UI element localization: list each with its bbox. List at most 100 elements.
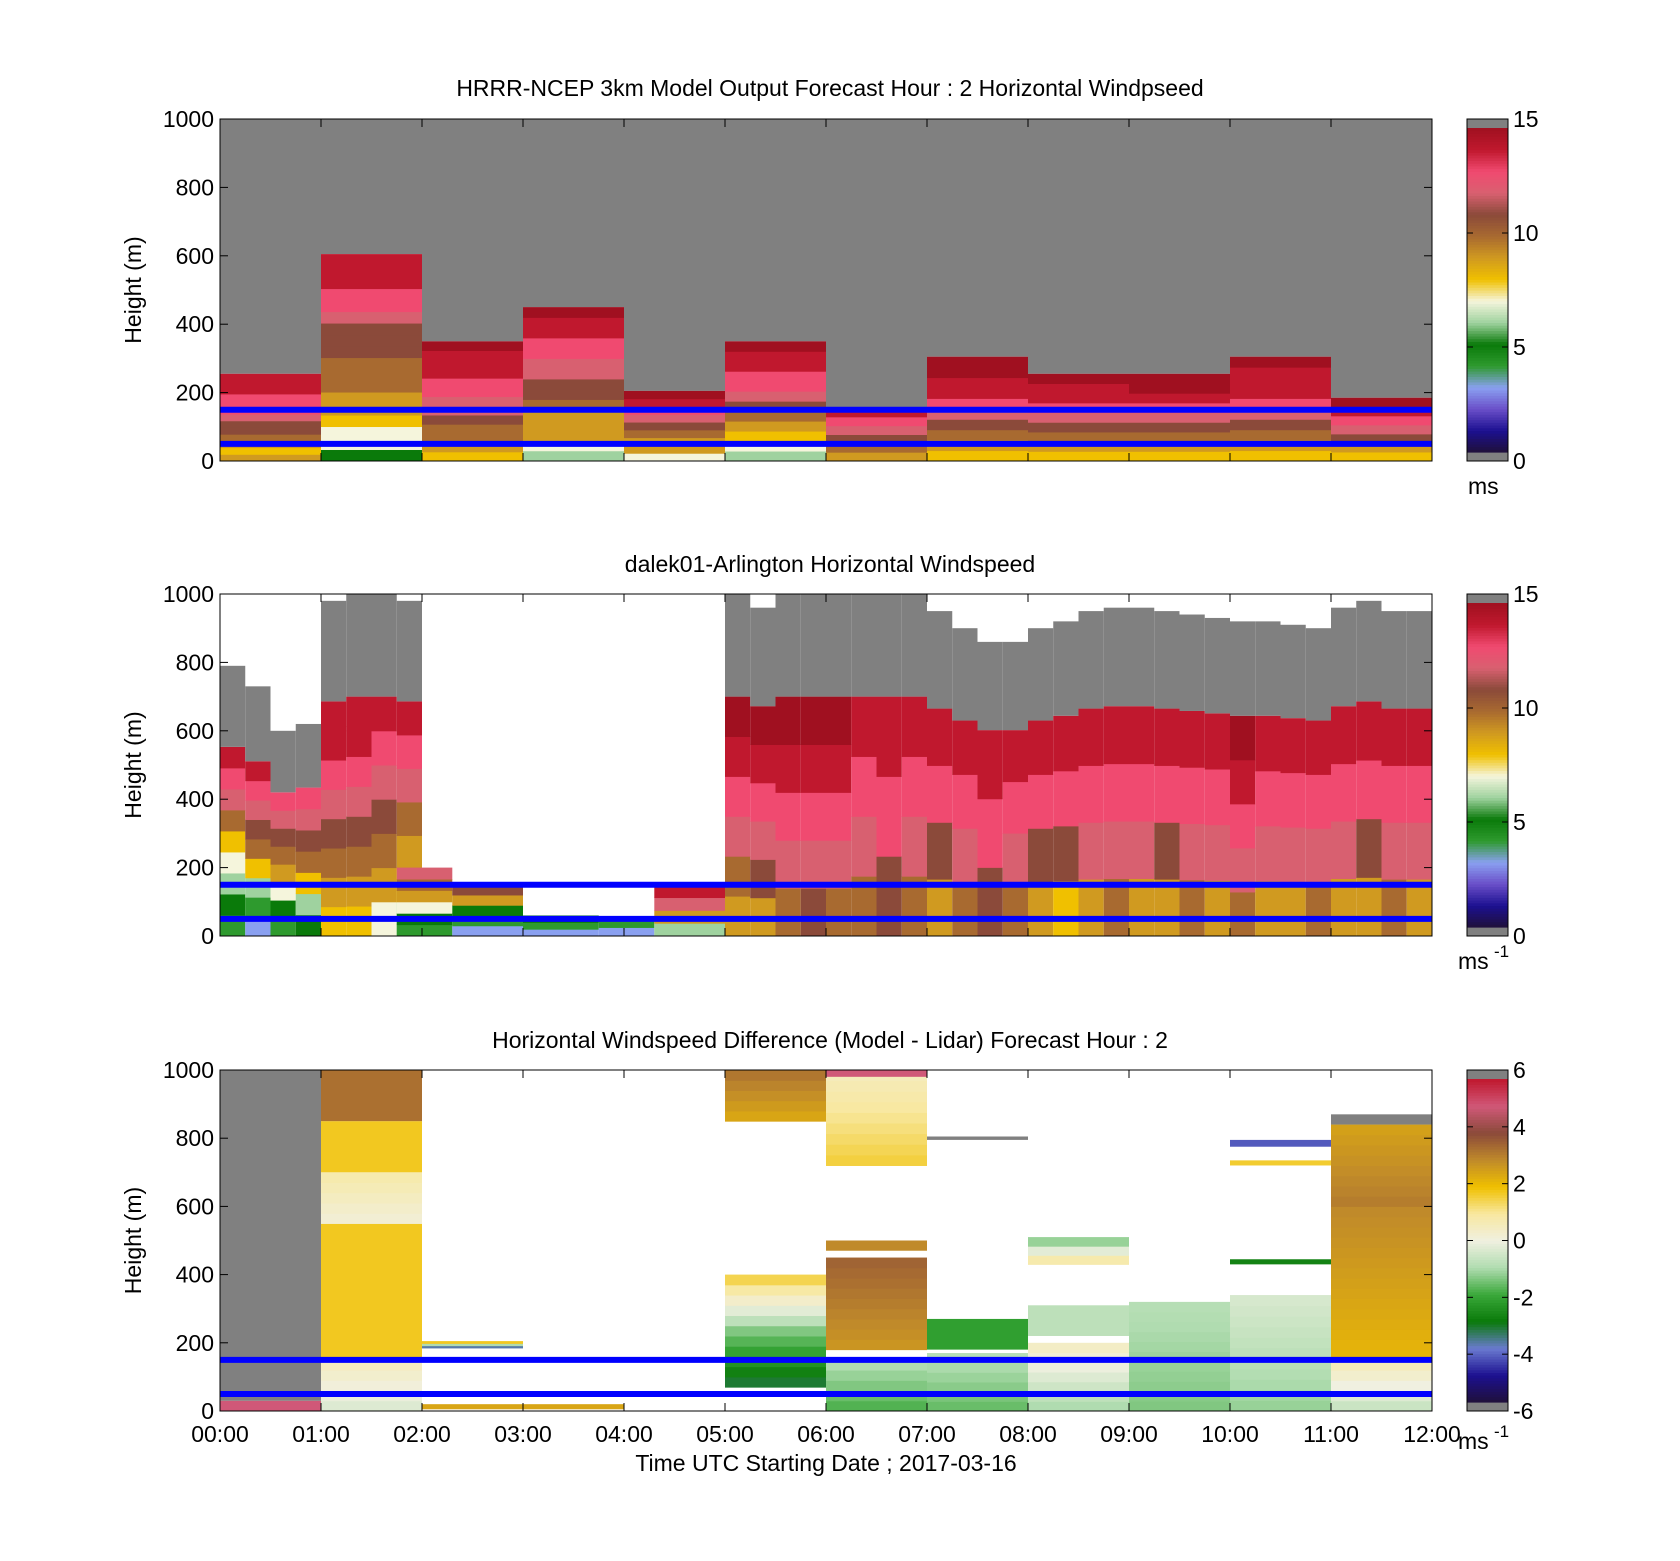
colorbar-segment [1467, 1326, 1508, 1330]
colorbar-segment [1467, 446, 1508, 450]
colorbar-segment [1467, 219, 1508, 224]
colorbar-segment [1467, 775, 1508, 780]
heatmap-cell [826, 416, 927, 427]
colorbar-segment [1467, 346, 1508, 350]
colorbar-segment [1467, 1202, 1508, 1207]
heatmap-cell [725, 411, 826, 422]
heatmap-cell [800, 696, 826, 745]
colorbar-tick-label: -4 [1513, 1341, 1534, 1367]
heatmap-cell [1230, 419, 1331, 431]
colorbar-segment [1467, 217, 1508, 221]
heatmap-cell [1255, 770, 1281, 827]
heatmap-cell [321, 300, 422, 313]
heatmap-cell [1129, 373, 1230, 384]
colorbar-segment [1467, 1097, 1508, 1102]
heatmap-cell [523, 307, 624, 318]
colorbar-segment [1467, 1275, 1508, 1279]
heatmap-cell [725, 371, 826, 382]
colorbar: 0 5 10 15 ms -1 [1458, 581, 1539, 974]
colorbar-segment [1467, 308, 1508, 313]
heatmap-cell [1331, 763, 1357, 822]
heatmap-cell [725, 1366, 826, 1378]
heatmap-cell [1129, 1371, 1230, 1382]
colorbar-segment [1467, 684, 1508, 688]
colorbar-segment [1467, 249, 1508, 253]
heatmap-cell [1255, 825, 1281, 882]
heatmap-cell [826, 1370, 927, 1381]
colorbar-segment [1467, 403, 1508, 407]
colorbar-segment [1467, 187, 1508, 191]
colorbar-segment [1467, 1081, 1508, 1085]
heatmap-cell [1028, 393, 1129, 404]
heatmap-cell [321, 848, 347, 878]
colorbar-segment [1467, 155, 1508, 159]
colorbar-segment [1467, 335, 1508, 340]
heatmap-cell [396, 768, 422, 803]
colorbar-segment [1467, 1159, 1508, 1164]
heatmap-cell-missing [1129, 607, 1155, 707]
colorbar-segment [1467, 1143, 1508, 1147]
colorbar-segment [1467, 665, 1508, 669]
colorbar-segment [1467, 365, 1508, 369]
colorbar-tick-label: -2 [1513, 1284, 1533, 1310]
heatmap-cell [826, 1400, 927, 1412]
heatmap-cell [927, 419, 1028, 431]
heatmap-cell [245, 780, 271, 801]
colorbar-segment [1467, 1383, 1508, 1387]
colorbar-segment [1467, 1361, 1508, 1365]
colorbar-segment [1467, 214, 1508, 218]
colorbar-segment [1467, 295, 1508, 299]
heatmap-cell [1230, 1379, 1331, 1391]
colorbar-segment [1467, 870, 1508, 874]
colorbar-segment [1467, 881, 1508, 885]
y-axis-label: Height (m) [120, 1187, 146, 1294]
heatmap-cell [927, 408, 1028, 420]
colorbar-frame [1466, 118, 1509, 462]
heatmap-cell-missing [1255, 621, 1281, 716]
colorbar-segment [1467, 900, 1508, 904]
heatmap-cell [927, 708, 953, 766]
heatmap-cell [750, 744, 776, 784]
heatmap-cell [654, 884, 725, 899]
heatmap-cell [523, 358, 624, 370]
heatmap-cell [452, 884, 523, 896]
heatmap-cell [321, 380, 422, 393]
heatmap-cell [1230, 1305, 1331, 1317]
colorbar-segment [1467, 910, 1508, 915]
colorbar-segment [1467, 1189, 1508, 1193]
heatmap-cell [1028, 1381, 1129, 1393]
y-tick-label: 1000 [163, 581, 214, 607]
heatmap-cell [725, 816, 751, 857]
colorbar-segment [1467, 138, 1508, 143]
colorbar-segment [1467, 1122, 1508, 1126]
heatmap-cell [321, 818, 347, 849]
heatmap-cell [927, 1382, 1028, 1393]
heatmap-cell [245, 877, 271, 898]
heatmap-cell [1230, 408, 1331, 420]
heatmap-cell [800, 792, 826, 841]
colorbar-segment [1467, 1200, 1508, 1204]
heatmap-cell [1331, 1145, 1432, 1156]
heatmap-cell [523, 317, 624, 329]
colorbar-segment [1467, 1197, 1508, 1201]
colorbar-segment [1467, 1181, 1508, 1185]
x-tick-label: 10:00 [1201, 1421, 1259, 1447]
colorbar-segment [1467, 616, 1508, 620]
heatmap-cell [523, 450, 624, 462]
heatmap-cell [422, 368, 523, 379]
colorbar-segment [1467, 767, 1508, 771]
heatmap-cell [725, 1090, 826, 1102]
colorbar-segment [1467, 1092, 1508, 1096]
heatmap-cell [1028, 412, 1129, 423]
heatmap-cell-missing [1002, 641, 1028, 731]
heatmap-cell [725, 1110, 826, 1122]
heatmap-cell [1129, 422, 1230, 433]
heatmap-cell [927, 429, 1028, 441]
colorbar-segment [1467, 430, 1508, 434]
heatmap-cell [952, 720, 978, 775]
colorbar-segment [1467, 222, 1508, 226]
heatmap-cell-missing [1230, 621, 1256, 716]
heatmap-cell [725, 391, 826, 402]
colorbar-segment [1467, 317, 1508, 321]
heatmap-cell [270, 792, 296, 811]
